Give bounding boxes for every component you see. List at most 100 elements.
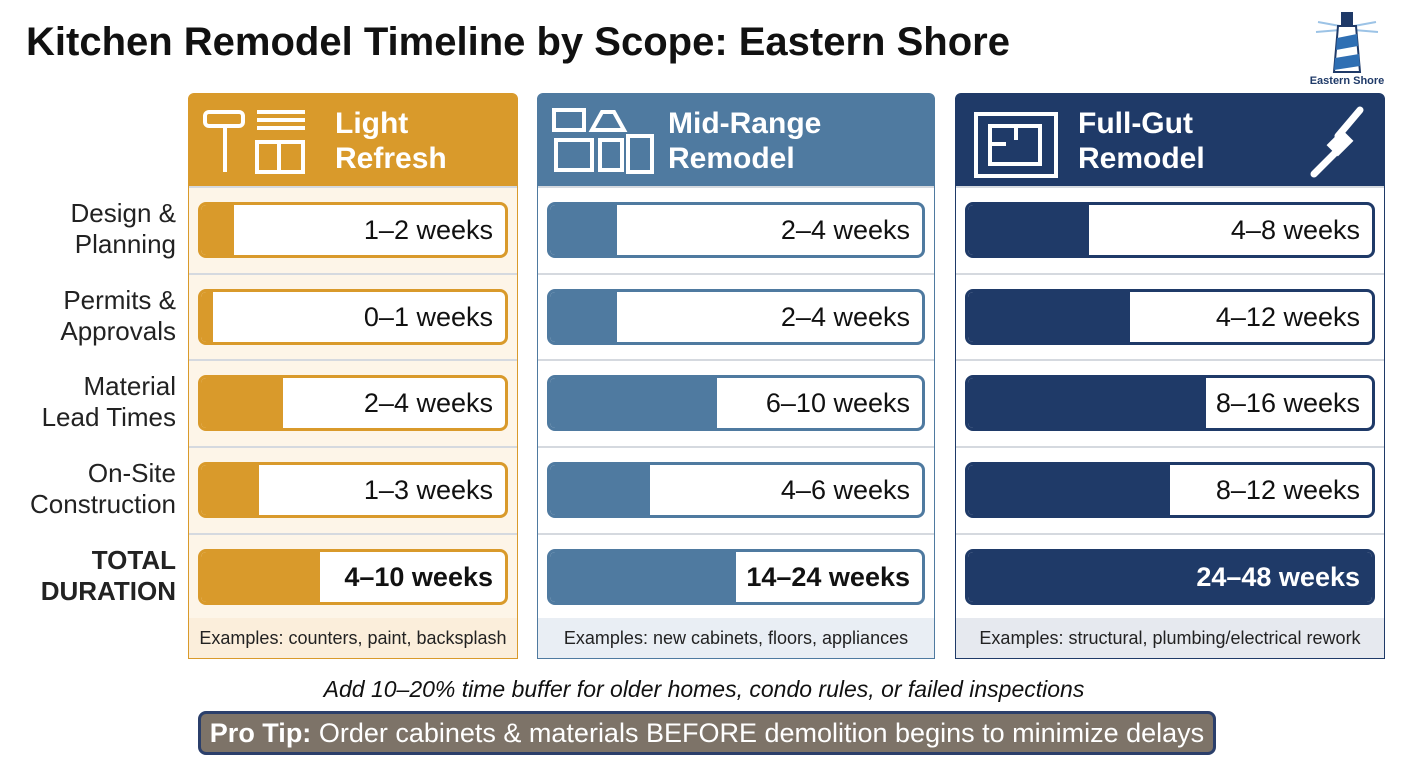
footnote: Add 10–20% time buffer for older homes, … — [323, 676, 1085, 702]
row-label: Permits & Approvals — [0, 285, 176, 347]
row-divider — [189, 273, 517, 275]
examples: Examples: structural, plumbing/electrica… — [956, 618, 1384, 658]
duration-fill — [550, 465, 651, 515]
row-label-line: TOTAL — [91, 545, 176, 575]
row-divider — [538, 359, 934, 361]
duration-fill — [550, 292, 617, 342]
row-divider — [189, 186, 517, 188]
pro-tip-text: Order cabinets & materials BEFORE demoli… — [318, 718, 1205, 748]
row-label: Material Lead Times — [0, 371, 176, 433]
row-divider — [538, 446, 934, 448]
row-label-line: DURATION — [40, 576, 176, 606]
duration-text: 2–4 weeks — [780, 302, 910, 332]
duration-bar: 1–2 weeks — [198, 202, 508, 258]
duration-text: 24–48 weeks — [1196, 562, 1360, 592]
row-label: On-Site Construction — [0, 458, 176, 520]
examples: Examples: counters, paint, backsplash — [189, 618, 517, 658]
duration-fill — [968, 378, 1207, 428]
duration-text: 14–24 weeks — [746, 562, 910, 592]
row-label-line: Approvals — [60, 316, 176, 346]
duration-bar: 2–4 weeks — [547, 202, 925, 258]
row-label-line: Permits & — [63, 285, 176, 315]
duration-text: 1–3 weeks — [363, 475, 493, 505]
duration-text: 4–8 weeks — [1230, 215, 1360, 245]
column-title-line: Remodel — [668, 142, 795, 175]
duration-text: 4–12 weeks — [1215, 302, 1360, 332]
duration-fill — [968, 292, 1130, 342]
duration-text: 1–2 weeks — [363, 215, 493, 245]
duration-bar: 0–1 weeks — [198, 289, 508, 345]
column-icon — [203, 110, 305, 174]
duration-fill — [201, 292, 214, 342]
duration-text: 2–4 weeks — [363, 388, 493, 418]
row-label-line: Planning — [74, 229, 176, 259]
row-divider — [956, 533, 1384, 535]
row-divider — [956, 446, 1384, 448]
row-label-line: On-Site — [87, 458, 176, 488]
duration-fill — [201, 205, 235, 255]
row-label-line: Lead Times — [41, 402, 176, 432]
column-header: Light Refresh — [189, 94, 517, 188]
duration-text: 4–10 weeks — [344, 562, 493, 592]
examples: Examples: new cabinets, floors, applianc… — [538, 618, 934, 658]
row-divider — [189, 446, 517, 448]
title: Kitchen Remodel Timeline by Scope: Easte… — [26, 20, 1010, 64]
logo-text: Eastern Shore — [1310, 75, 1385, 87]
duration-bar: 8–16 weeks — [965, 375, 1375, 431]
column-title-line: Remodel — [1078, 142, 1205, 175]
duration-bar: 2–4 weeks — [547, 289, 925, 345]
row-label: TOTAL DURATION — [0, 545, 176, 607]
duration-fill — [550, 378, 718, 428]
duration-bar: 4–10 weeks — [198, 549, 508, 605]
row-divider — [189, 533, 517, 535]
pro-tip-label: Pro Tip: — [209, 718, 312, 748]
duration-fill — [201, 465, 259, 515]
row-divider — [956, 186, 1384, 188]
duration-fill — [968, 465, 1170, 515]
duration-bar: 14–24 weeks — [547, 549, 925, 605]
duration-fill — [550, 205, 617, 255]
duration-fill — [550, 552, 736, 602]
duration-bar: 6–10 weeks — [547, 375, 925, 431]
scope-column: Mid-Range Remodel 2–4 weeks 2–4 weeks 6–10 w… — [537, 93, 935, 659]
duration-fill — [968, 205, 1090, 255]
duration-bar: 4–12 weeks — [965, 289, 1375, 345]
row-divider — [956, 359, 1384, 361]
row-divider — [538, 186, 934, 188]
column-title-line: Full-Gut — [1078, 107, 1193, 140]
row-label: Design & Planning — [0, 198, 177, 260]
logo: Eastern Shore — [1310, 12, 1385, 87]
row-label-line: Construction — [30, 489, 176, 519]
duration-fill — [201, 552, 320, 602]
column-title-line: Refresh — [335, 142, 447, 175]
duration-bar: 4–8 weeks — [965, 202, 1375, 258]
column-header: Full-Gut Remodel — [956, 94, 1384, 188]
duration-fill — [968, 552, 1372, 602]
duration-fill — [201, 378, 284, 428]
row-divider — [538, 273, 934, 275]
row-divider — [956, 273, 1384, 275]
duration-text: 8–16 weeks — [1215, 388, 1360, 418]
column-title-line: Mid-Range — [668, 107, 822, 140]
duration-bar: 4–6 weeks — [547, 462, 925, 518]
column-title-line: Light — [335, 107, 409, 140]
duration-bar: 24–48 weeks — [965, 549, 1375, 605]
duration-bar: 1–3 weeks — [198, 462, 508, 518]
jackhammer-icon — [1310, 106, 1364, 178]
column-header: Mid-Range Remodel — [538, 94, 934, 188]
duration-text: 6–10 weeks — [765, 388, 910, 418]
duration-text: 8–12 weeks — [1215, 475, 1360, 505]
column-icon — [974, 112, 1058, 178]
scope-column: Light Refresh 1–2 weeks 0–1 weeks 2–4 weeks 1… — [188, 93, 518, 659]
duration-text: 2–4 weeks — [780, 215, 910, 245]
duration-text: 4–6 weeks — [780, 475, 910, 505]
duration-text: 0–1 weeks — [363, 302, 493, 332]
row-divider — [189, 359, 517, 361]
row-label-line: Design & — [70, 198, 177, 228]
row-divider — [538, 533, 934, 535]
scope-column: Full-Gut Remodel 4–8 weeks 4–12 weeks 8–16 w… — [955, 93, 1385, 659]
column-title: Mid-Range Remodel — [668, 106, 821, 176]
column-icon — [552, 108, 654, 174]
pro-tip: Pro Tip: Order cabinets & materials BEFO… — [198, 711, 1216, 755]
